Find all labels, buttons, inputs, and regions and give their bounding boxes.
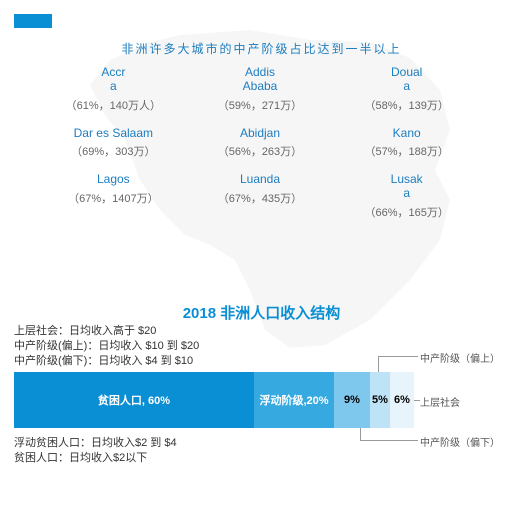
city-name: Kano [333, 127, 480, 141]
city-name: Lusaka [333, 173, 480, 201]
bar-seg-upper: 6% [390, 372, 414, 428]
city-dar: Dar es Salaam （69%，303万） [40, 127, 187, 160]
legend-line: 贫困人口：日均收入$2以下 [14, 451, 177, 466]
top-color-swatch [14, 14, 52, 28]
city-stats: （69%，303万） [40, 143, 187, 159]
city-name: Accra [40, 66, 187, 94]
bracket-icon [360, 440, 418, 441]
note-upper: 上层社会 [420, 394, 460, 409]
city-stats: （56%，263万） [187, 143, 334, 159]
legend-line: 中产阶级(偏上)：日均收入 $10 到 $20 [14, 339, 199, 354]
section-title: 2018 非洲人口收入结构 [0, 302, 523, 323]
legend-line: 中产阶级(偏下)：日均收入 $4 到 $10 [14, 354, 199, 369]
city-addis: AddisAbaba （59%，271万） [187, 66, 334, 113]
city-stats: （57%，188万） [333, 143, 480, 159]
city-lusaka: Lusaka （66%，165万） [333, 173, 480, 220]
bar-seg-poverty: 贫困人口, 60% [14, 372, 254, 428]
city-stats: （58%，139万） [333, 97, 480, 113]
city-stats: （59%，271万） [187, 97, 334, 113]
legend-bottom: 浮动贫困人口：日均收入$2 到 $4 贫困人口：日均收入$2以下 [14, 436, 177, 466]
note-uppermid: 中产阶级（偏上） [420, 350, 500, 365]
cities-headline: 非洲许多大城市的中产阶级占比达到一半以上 [0, 40, 523, 57]
city-name: Abidjan [187, 127, 334, 141]
note-lowermid: 中产阶级（偏下） [420, 434, 500, 449]
city-accra: Accra （61%，140万人） [40, 66, 187, 113]
city-stats: （61%，140万人） [40, 97, 187, 113]
bracket-icon [378, 356, 379, 372]
bar-seg-lowermid: 9% [334, 372, 370, 428]
city-stats: （67%，435万） [187, 190, 334, 206]
city-stats: （66%，165万） [333, 204, 480, 220]
city-grid: Accra （61%，140万人） AddisAbaba （59%，271万） … [40, 66, 480, 220]
legend-line: 浮动贫困人口：日均收入$2 到 $4 [14, 436, 177, 451]
city-stats: （67%，1407万） [40, 190, 187, 206]
bracket-icon [360, 428, 361, 440]
city-lagos: Lagos （67%，1407万） [40, 173, 187, 220]
city-name: Luanda [187, 173, 334, 187]
bar-seg-floating: 浮动阶级,20% [254, 372, 334, 428]
bracket-icon [378, 356, 418, 357]
city-name: Dar es Salaam [40, 127, 187, 141]
city-abidjan: Abidjan （56%，263万） [187, 127, 334, 160]
city-name: AddisAbaba [187, 66, 334, 94]
city-kano: Kano （57%，188万） [333, 127, 480, 160]
bracket-icon [414, 400, 420, 401]
city-name: Douala [333, 66, 480, 94]
city-douala: Douala （58%，139万） [333, 66, 480, 113]
bar-seg-uppermid: 5% [370, 372, 390, 428]
legend-line: 上层社会：日均收入高于 $20 [14, 324, 199, 339]
income-stacked-bar: 贫困人口, 60% 浮动阶级,20% 9% 5% 6% [14, 372, 414, 428]
city-name: Lagos [40, 173, 187, 187]
city-luanda: Luanda （67%，435万） [187, 173, 334, 220]
legend-top: 上层社会：日均收入高于 $20 中产阶级(偏上)：日均收入 $10 到 $20 … [14, 324, 199, 369]
